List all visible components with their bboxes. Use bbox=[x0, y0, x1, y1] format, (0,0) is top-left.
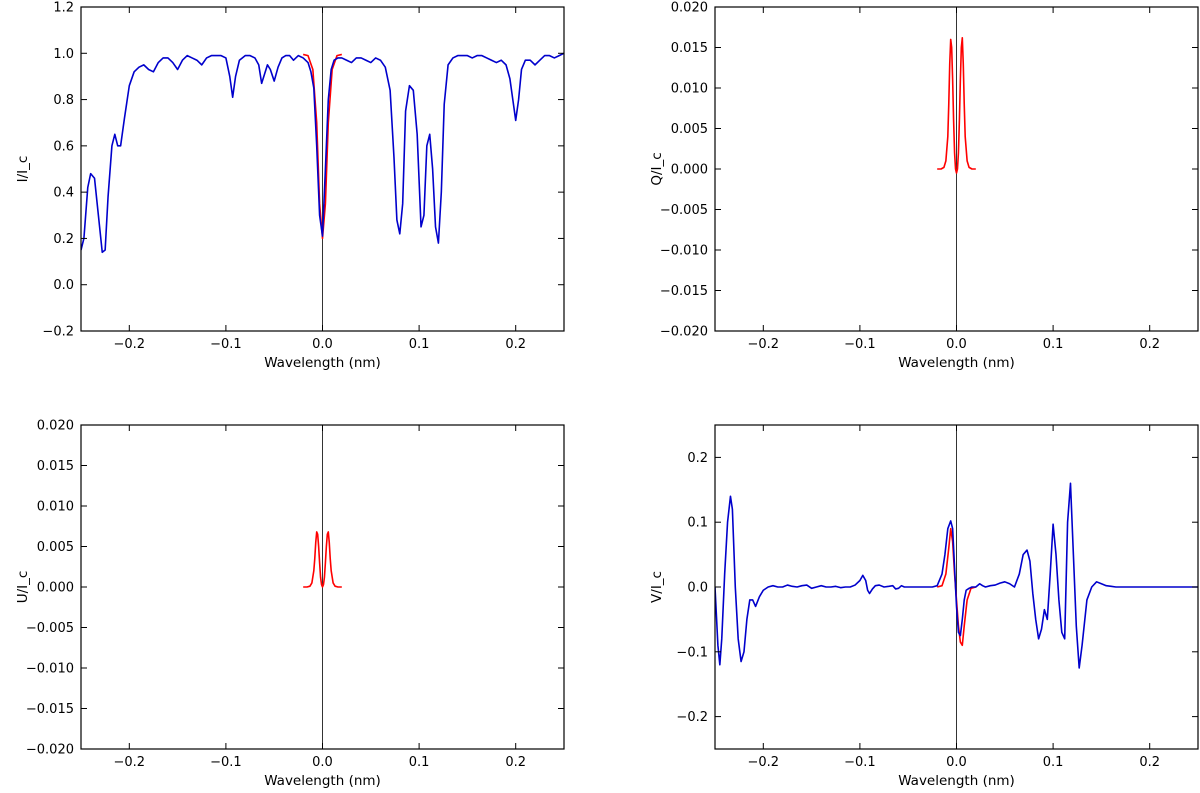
y-tick-label: 0.020 bbox=[671, 1, 708, 16]
x-tick-label: −0.1 bbox=[844, 337, 876, 352]
x-axis-label: Wavelength (nm) bbox=[898, 773, 1015, 789]
panel-v: −0.2 −0.1 0.0 0.1 0.2 −0.2 −0.1 0.0 0.1 0.2 Wavele… bbox=[649, 424, 1199, 789]
y-axis-label: I/I_c bbox=[15, 156, 31, 183]
y-tick-label: −0.015 bbox=[660, 284, 708, 299]
series-line-i-2 bbox=[81, 52, 564, 254]
y-tick-label: 0.020 bbox=[37, 419, 74, 434]
x-tick-label: 0.0 bbox=[312, 337, 333, 352]
x-tick-label: 0.1 bbox=[1043, 755, 1064, 770]
y-tick-label: −0.1 bbox=[676, 645, 708, 660]
y-axis-label: U/I_c bbox=[15, 571, 31, 604]
y-tick-label: 0.0 bbox=[687, 581, 708, 596]
y-tick-label: 1.2 bbox=[53, 1, 74, 16]
x-tick-label: −0.1 bbox=[210, 337, 242, 352]
x-tick-label: 0.2 bbox=[1139, 337, 1160, 352]
x-tick-label: 0.1 bbox=[409, 337, 430, 352]
panel-u: −0.2 −0.1 0.0 0.1 0.2 −0.020 −0.015 −0.010 −0.00… bbox=[15, 419, 565, 789]
y-tick-label: 0.010 bbox=[671, 82, 708, 97]
y-tick-label: 0.0 bbox=[53, 278, 74, 293]
y-tick-label: −0.020 bbox=[660, 325, 708, 340]
x-axis-label: Wavelength (nm) bbox=[898, 355, 1015, 371]
y-axis-label: V/I_c bbox=[649, 571, 665, 603]
y-tick-label: −0.015 bbox=[26, 702, 74, 717]
y-tick-label: 0.000 bbox=[37, 581, 74, 596]
y-tick-label: 0.000 bbox=[671, 163, 708, 178]
series-line-q-1 bbox=[937, 36, 976, 174]
y-tick-label: 0.015 bbox=[37, 459, 74, 474]
x-tick-label: −0.2 bbox=[114, 337, 146, 352]
x-tick-label: −0.2 bbox=[114, 755, 146, 770]
series-line-u-1 bbox=[303, 531, 342, 588]
series-line-v-2 bbox=[715, 482, 1198, 669]
x-tick-label: −0.2 bbox=[748, 755, 780, 770]
panel-i: −0.2 −0.1 0.0 0.1 0.2 −0.2 0.0 0.2 0.4 0.6 0.8 1.0 1… bbox=[15, 1, 565, 371]
x-tick-label: 0.2 bbox=[1139, 755, 1160, 770]
y-tick-label: −0.010 bbox=[26, 662, 74, 677]
y-tick-label: −0.2 bbox=[42, 325, 74, 340]
y-axis-label: Q/I_c bbox=[649, 152, 665, 185]
series-line-i-1 bbox=[302, 53, 343, 240]
x-axis-label: Wavelength (nm) bbox=[264, 355, 381, 371]
x-tick-label: 0.0 bbox=[312, 755, 333, 770]
x-tick-label: 0.2 bbox=[505, 337, 526, 352]
y-tick-label: 0.4 bbox=[53, 186, 74, 201]
x-tick-label: −0.1 bbox=[844, 755, 876, 770]
y-tick-label: −0.005 bbox=[26, 621, 74, 636]
x-tick-label: 0.0 bbox=[946, 755, 967, 770]
y-tick-label: 0.015 bbox=[671, 41, 708, 56]
y-tick-label: −0.010 bbox=[660, 244, 708, 259]
y-tick-label: 0.005 bbox=[671, 122, 708, 137]
y-tick-label: 0.6 bbox=[53, 139, 74, 154]
y-tick-label: −0.005 bbox=[660, 203, 708, 218]
y-tick-label: −0.020 bbox=[26, 743, 74, 758]
y-tick-label: 0.005 bbox=[37, 540, 74, 555]
panel-q: −0.2 −0.1 0.0 0.1 0.2 −0.020 −0.015 −0.010 −0.00… bbox=[649, 1, 1199, 371]
y-tick-label: 0.2 bbox=[687, 451, 708, 466]
y-tick-label: 0.8 bbox=[53, 93, 74, 108]
x-tick-label: 0.2 bbox=[505, 755, 526, 770]
x-axis-label: Wavelength (nm) bbox=[264, 773, 381, 789]
x-tick-label: 0.1 bbox=[409, 755, 430, 770]
x-tick-label: −0.2 bbox=[748, 337, 780, 352]
y-tick-label: 0.010 bbox=[37, 500, 74, 515]
x-tick-label: 0.1 bbox=[1043, 337, 1064, 352]
y-tick-label: 0.1 bbox=[687, 516, 708, 531]
y-tick-label: −0.2 bbox=[676, 710, 708, 725]
x-tick-label: −0.1 bbox=[210, 755, 242, 770]
y-tick-label: 0.2 bbox=[53, 232, 74, 247]
x-tick-label: 0.0 bbox=[946, 337, 967, 352]
y-tick-label: 1.0 bbox=[53, 47, 74, 62]
